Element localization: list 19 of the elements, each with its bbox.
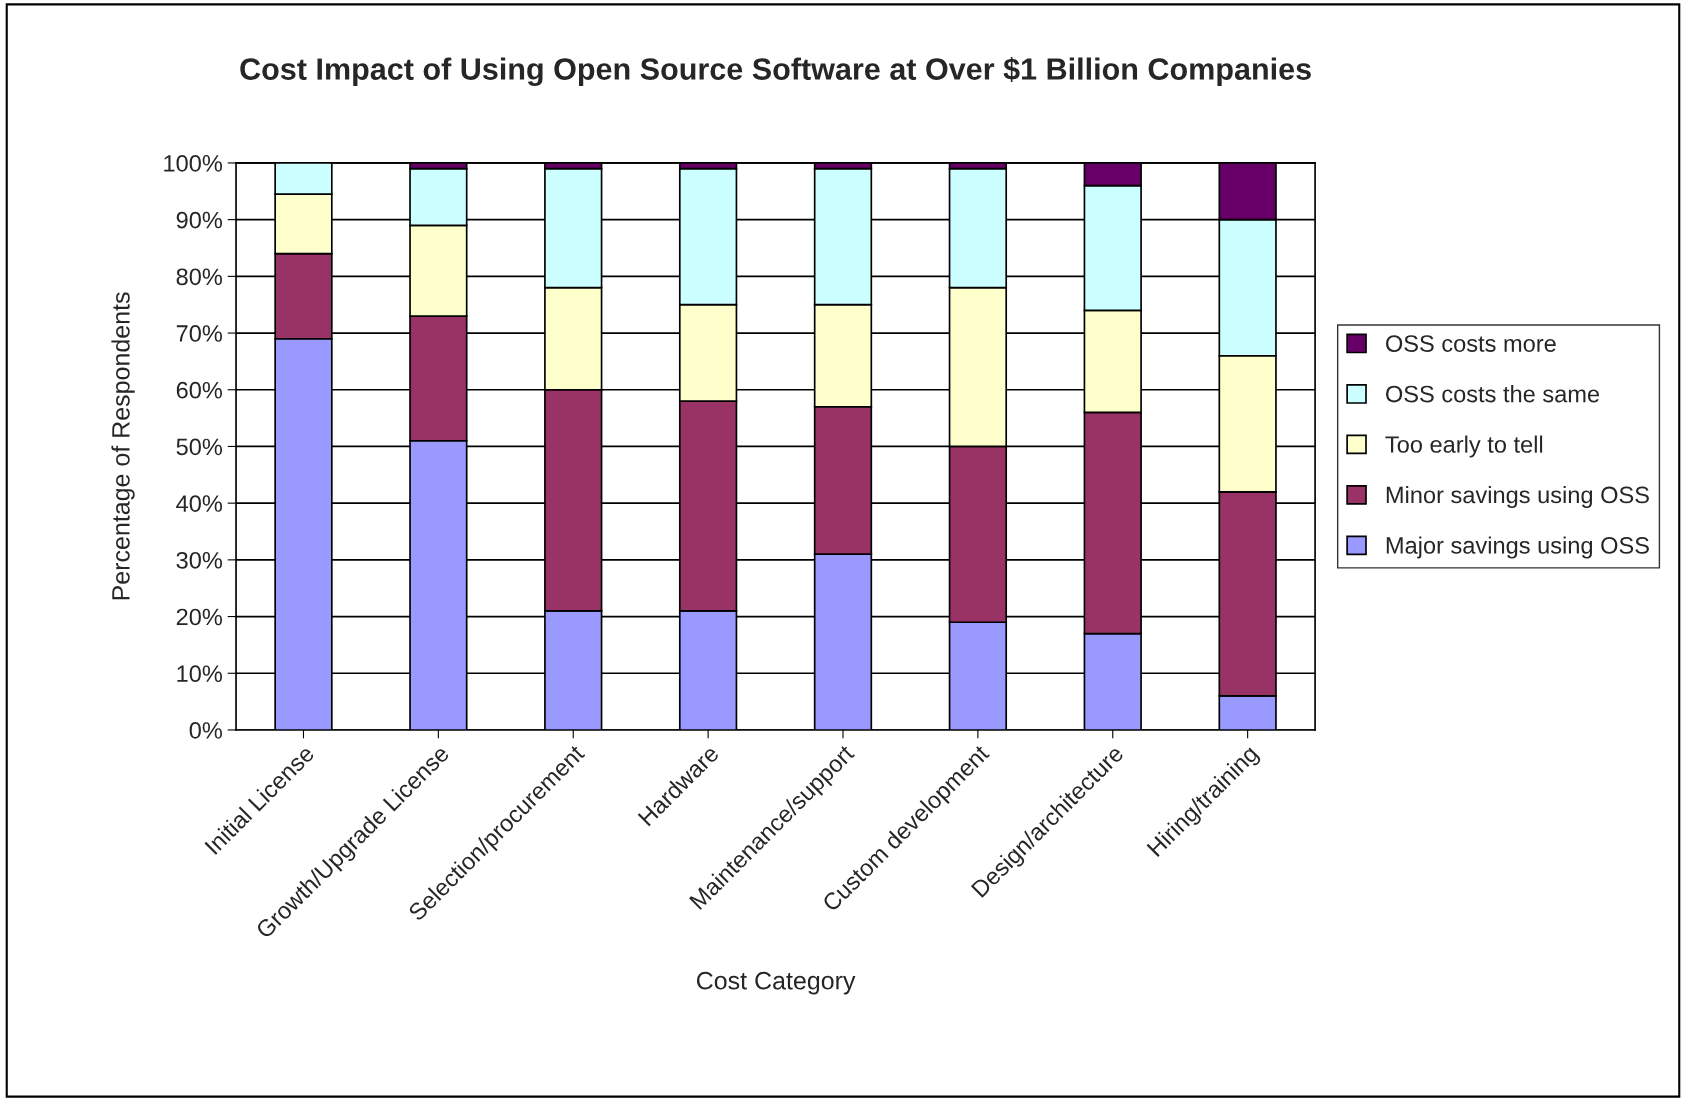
y-axis-title: Percentage of Respondents <box>111 292 135 600</box>
legend-label: Too early to tell <box>1385 435 1543 458</box>
y-tick-label: 20% <box>176 608 223 626</box>
x-axis-title: Cost Category <box>696 971 856 995</box>
y-tick-label: 40% <box>176 495 223 512</box>
y-tick-label: 60% <box>176 381 223 399</box>
legend-label: Major savings using OSS <box>1386 536 1649 559</box>
y-tick-label: 10% <box>177 665 223 683</box>
y-tick-label: 80% <box>176 268 223 286</box>
legend-label: Minor savings using OSS <box>1386 485 1649 508</box>
y-tick-label: 0% <box>189 722 223 739</box>
legend-label: OSS costs more <box>1386 335 1556 352</box>
y-tick-label: 100% <box>164 155 223 172</box>
y-tick-label: 90% <box>176 211 223 229</box>
legend-label: OSS costs the same <box>1386 385 1600 403</box>
y-tick-label: 70% <box>176 325 223 342</box>
chart-title: Cost Impact of Using Open Source Software at Over $1 Billion Companies <box>240 56 1311 87</box>
y-tick-label: 30% <box>176 551 223 569</box>
y-tick-label: 50% <box>176 438 223 456</box>
